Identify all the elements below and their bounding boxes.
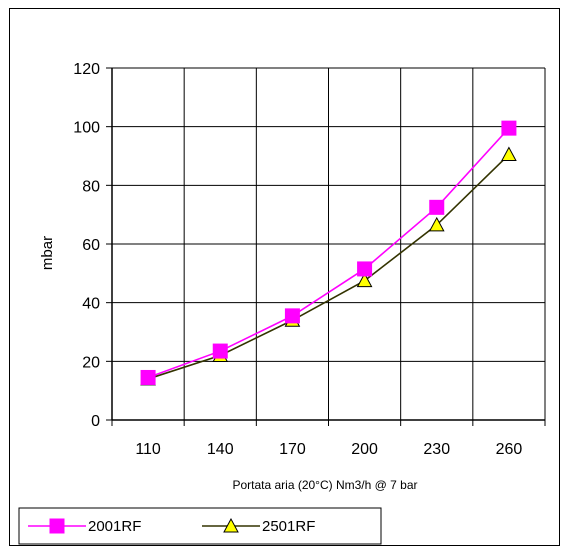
data-point-2001rf bbox=[357, 261, 373, 277]
y-tick-labels: 0 20 40 60 80 100 120 bbox=[73, 61, 100, 430]
data-point-2001rf bbox=[140, 369, 156, 385]
data-point-2001rf bbox=[212, 343, 228, 359]
data-point-2501rf bbox=[501, 146, 517, 162]
data-point-2001rf bbox=[501, 120, 517, 136]
legend-marker-2001rf bbox=[49, 518, 65, 534]
y-tick-label: 80 bbox=[82, 178, 100, 195]
series-2001rf bbox=[140, 120, 517, 385]
data-point-2001rf bbox=[284, 308, 300, 324]
x-tick-label: 230 bbox=[423, 441, 450, 458]
data-point-2501rf bbox=[356, 272, 373, 288]
data-point-2501rf bbox=[428, 216, 445, 232]
x-tick-label: 200 bbox=[351, 441, 378, 458]
y-axis-label: mbar bbox=[39, 236, 56, 270]
chart-frame bbox=[9, 8, 560, 546]
legend-label-2001rf: 2001RF bbox=[88, 518, 141, 535]
y-tick-label: 20 bbox=[82, 354, 100, 371]
axes bbox=[106, 67, 546, 426]
legend-marker-2501rf bbox=[223, 517, 239, 533]
x-tick-label: 110 bbox=[135, 441, 161, 458]
legend: 2001RF 2501RF bbox=[18, 507, 382, 545]
series-line-2001rf bbox=[147, 127, 510, 379]
legend-item-2501rf: 2501RF bbox=[202, 517, 315, 535]
x-tick-label: 140 bbox=[207, 441, 234, 458]
legend-item-2001rf: 2001RF bbox=[28, 518, 141, 535]
x-tick-labels: 110 140 170 200 230 260 bbox=[135, 441, 522, 458]
x-axis-label: Portata aria (20°C) Nm3/h @ 7 bar bbox=[232, 478, 417, 492]
x-tick-label: 260 bbox=[496, 441, 523, 458]
y-tick-label: 60 bbox=[82, 237, 100, 254]
legend-label-2501rf: 2501RF bbox=[262, 518, 315, 535]
series-line-2501rf bbox=[147, 153, 510, 380]
y-tick-label: 40 bbox=[82, 296, 100, 313]
data-point-2001rf bbox=[429, 199, 445, 215]
y-tick-label: 100 bbox=[73, 120, 100, 137]
y-tick-label: 0 bbox=[91, 413, 100, 430]
x-tick-label: 170 bbox=[279, 441, 306, 458]
series-group bbox=[140, 120, 517, 386]
y-tick-label: 120 bbox=[73, 61, 100, 78]
